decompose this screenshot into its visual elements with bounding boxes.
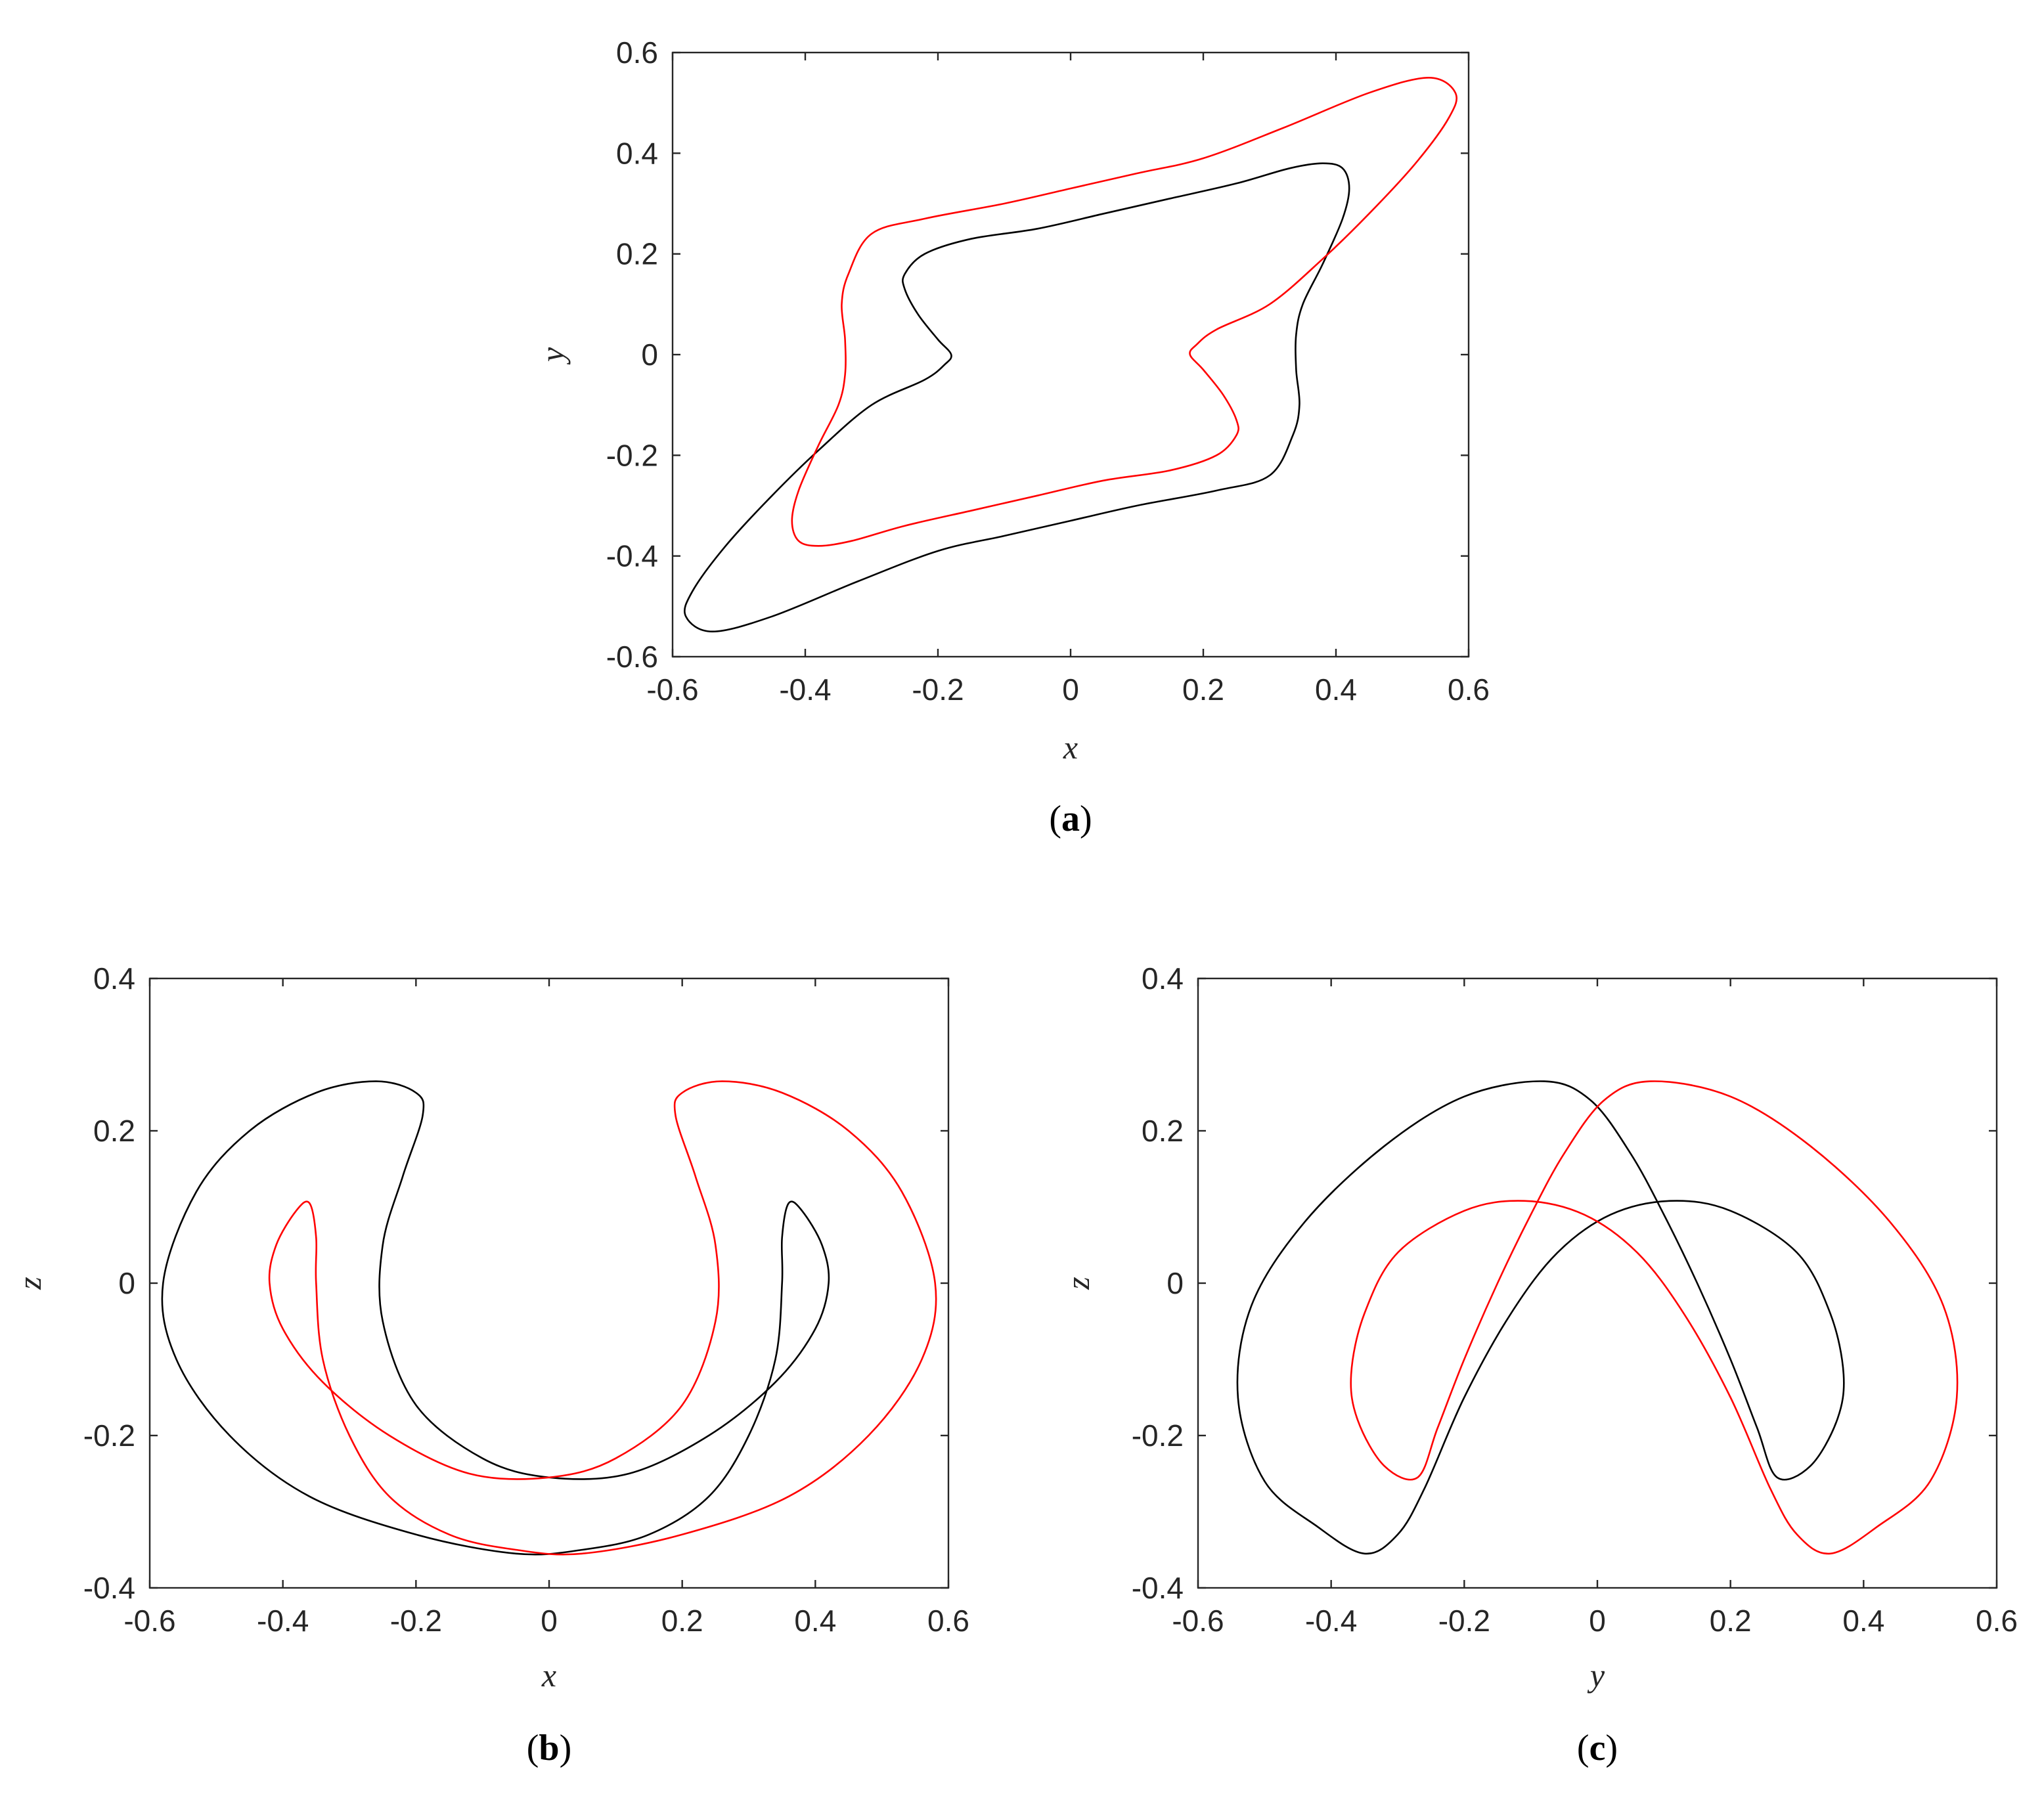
series-group [1236,1080,1959,1555]
series-curve-red [268,1080,937,1556]
x-tick-label: 0.4 [1315,672,1357,707]
y-axis-label: z [11,1277,48,1290]
x-tick-label: -0.2 [390,1604,442,1638]
x-tick-label: 0 [541,1604,558,1638]
chart-panel-c: -0.6 -0.4 -0.2 0 0.2 0.4 0.6-0.4-0.200.20.4yz(… [1059,961,2018,1768]
y-tick-label: 0 [118,1266,135,1300]
x-tick-label: 0.4 [1842,1604,1884,1638]
y-axis-label: y [534,347,571,365]
x-tick-label: -0.4 [257,1604,309,1638]
y-tick-label: 0.2 [93,1114,135,1148]
y-tick-label: 0 [1166,1266,1184,1300]
series-curve-black [683,162,1350,632]
x-axis-label: x [541,1657,556,1694]
x-tick-label: -0.4 [779,672,831,707]
series-curve-red [1350,1080,1959,1555]
series-curve-black [1236,1080,1845,1555]
x-tick-label: 0 [1062,672,1079,707]
y-axis-label: z [1059,1277,1096,1290]
y-tick-label: -0.2 [1132,1418,1184,1453]
x-axis-label: x [1063,729,1078,766]
series-group [161,1080,937,1556]
x-tick-label: -0.6 [646,672,698,707]
x-tick-label: -0.4 [1305,1604,1357,1638]
x-tick-label: 0.6 [1976,1604,2018,1638]
y-tick-label: -0.4 [83,1571,135,1605]
y-tick-label: 0.4 [93,961,135,996]
x-tick-label: 0 [1589,1604,1606,1638]
panel-label: (b) [527,1728,571,1768]
chart-panel-b: -0.6 -0.4 -0.2 0 0.2 0.4 0.6-0.4-0.200.20.4xz(… [11,961,969,1768]
y-tick-label: -0.2 [83,1418,135,1453]
y-tick-label: 0.2 [1142,1114,1184,1148]
y-tick-label: -0.4 [606,539,658,573]
y-tick-label: 0.6 [616,35,658,70]
y-tick-label: 0.4 [1142,961,1184,996]
y-tick-label: -0.6 [606,640,658,674]
panel-label: (a) [1049,799,1092,839]
x-tick-label: 0.6 [927,1604,969,1638]
plot-frame [671,51,1470,658]
x-tick-label: 0.6 [1448,672,1490,707]
chart-panel-a: -0.6 -0.4 -0.2 0 0.2 0.4 0.6 -0.6 -0.4 -0.2 0 0.2 0.… [534,35,1490,839]
series-curve-black [161,1080,830,1556]
x-tick-label: 0.2 [661,1604,703,1638]
x-tick-label: 0.4 [794,1604,836,1638]
x-tick-label: -0.2 [912,672,964,707]
x-tick-label: -0.2 [1438,1604,1490,1638]
x-tick-label: 0.2 [1710,1604,1752,1638]
x-tick-label: 0.2 [1182,672,1224,707]
y-tick-label: -0.4 [1132,1571,1184,1605]
y-tick-label: 0.2 [616,237,658,271]
x-tick-label: -0.6 [1172,1604,1224,1638]
panel-label: (c) [1577,1728,1618,1768]
y-tick-label: 0.4 [616,136,658,170]
y-tick-label: 0 [641,338,658,372]
y-tick-label: -0.2 [606,438,658,472]
plot-frame [1197,977,1998,1589]
x-tick-label: -0.6 [123,1604,175,1638]
series-group [683,77,1458,632]
series-curve-red [791,77,1458,547]
x-axis-label: y [1587,1657,1605,1694]
